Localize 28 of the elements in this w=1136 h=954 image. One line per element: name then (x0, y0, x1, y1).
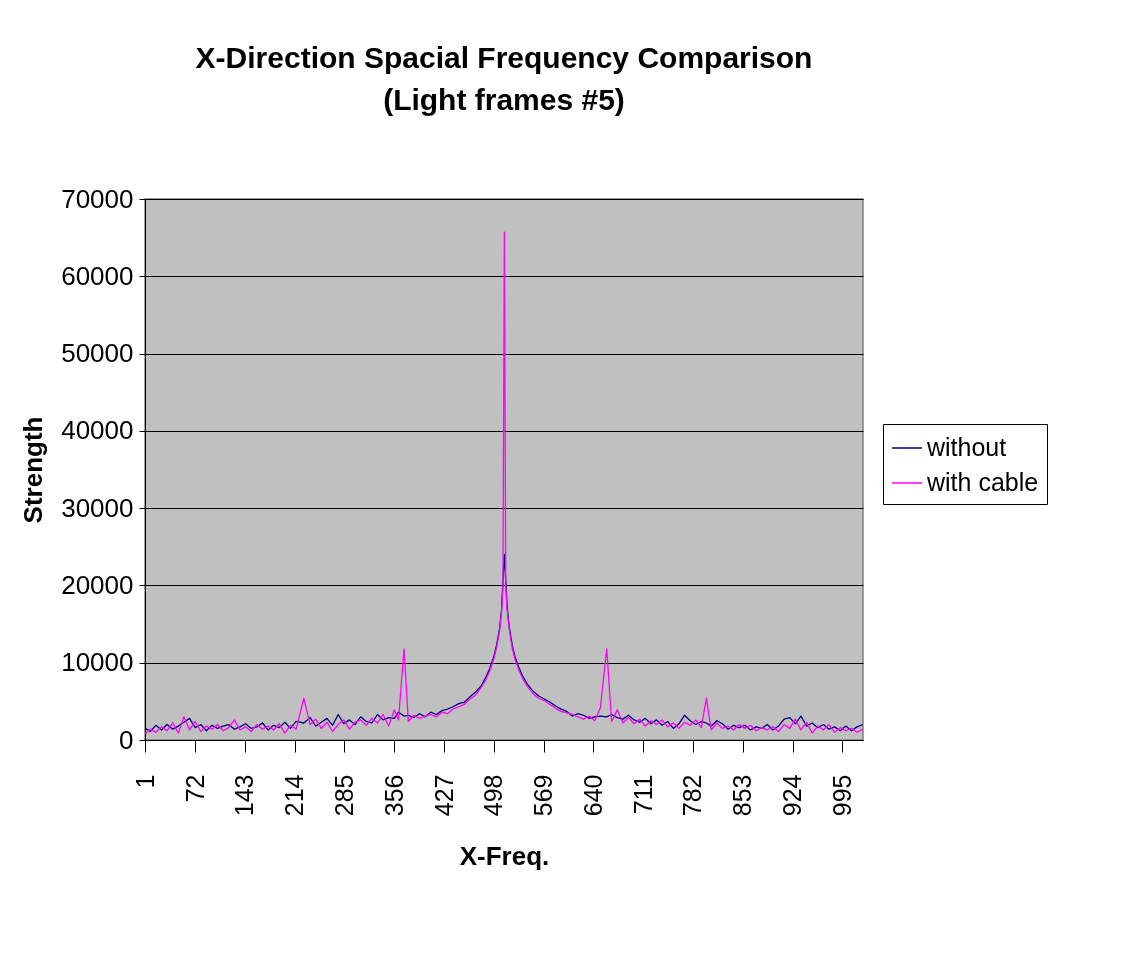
x-tick-label: 924 (778, 774, 807, 817)
x-tick-label: 853 (728, 774, 757, 817)
y-tick-label: 60000 (61, 260, 134, 291)
x-tick-label: 427 (429, 774, 458, 817)
x-tick-label: 640 (578, 774, 607, 817)
x-axis-title: X-Freq. (459, 841, 550, 872)
y-tick-label: 10000 (61, 647, 134, 678)
y-tick-label: 20000 (61, 569, 134, 600)
y-tick-label: 30000 (61, 492, 134, 523)
x-tick-label: 214 (280, 774, 309, 817)
x-tick-label: 285 (329, 774, 358, 817)
legend-label: with cable (926, 468, 1039, 496)
x-tick-label: 569 (529, 774, 558, 817)
y-tick-label: 40000 (61, 415, 134, 446)
y-tick-label: 70000 (61, 183, 134, 214)
y-tick-label: 0 (119, 724, 134, 755)
y-tick-label: 50000 (61, 338, 134, 369)
x-tick-label: 995 (827, 774, 856, 817)
x-tick-label: 498 (479, 774, 508, 817)
x-tick-label: 143 (230, 774, 259, 817)
x-tick-label: 782 (678, 774, 707, 817)
x-tick-label: 1 (130, 774, 159, 789)
x-tick-label: 72 (180, 774, 209, 803)
legend-label: without (926, 433, 1007, 461)
y-axis-title: Strength (18, 416, 49, 524)
chart-title: X-Direction Spacial Frequency Comparison (Light frames #5) (195, 41, 813, 116)
x-tick-label: 356 (379, 774, 408, 817)
x-tick-label: 711 (628, 774, 657, 815)
